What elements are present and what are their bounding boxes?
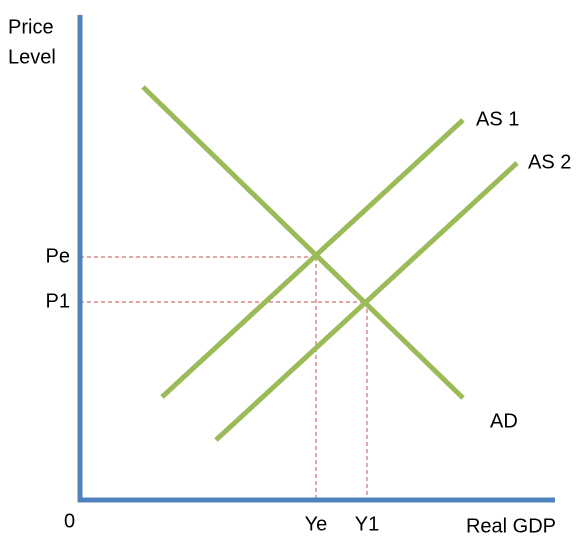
curve-label: AS 1 (476, 108, 519, 130)
origin-label: 0 (64, 510, 75, 532)
x-axis-label: Real GDP (466, 515, 556, 537)
y-axis-label: Level (8, 46, 56, 68)
price-label: P1 (46, 290, 70, 312)
curve-label: AD (490, 410, 518, 432)
as2-curve (214, 161, 519, 442)
curve-label: AS 2 (528, 151, 571, 173)
output-label: Ye (305, 513, 328, 535)
as1-curve (160, 118, 465, 399)
output-label: Y1 (355, 513, 379, 535)
price-label: Pe (46, 245, 70, 267)
ad-curve (141, 85, 465, 400)
y-axis-label: Price (8, 16, 54, 38)
